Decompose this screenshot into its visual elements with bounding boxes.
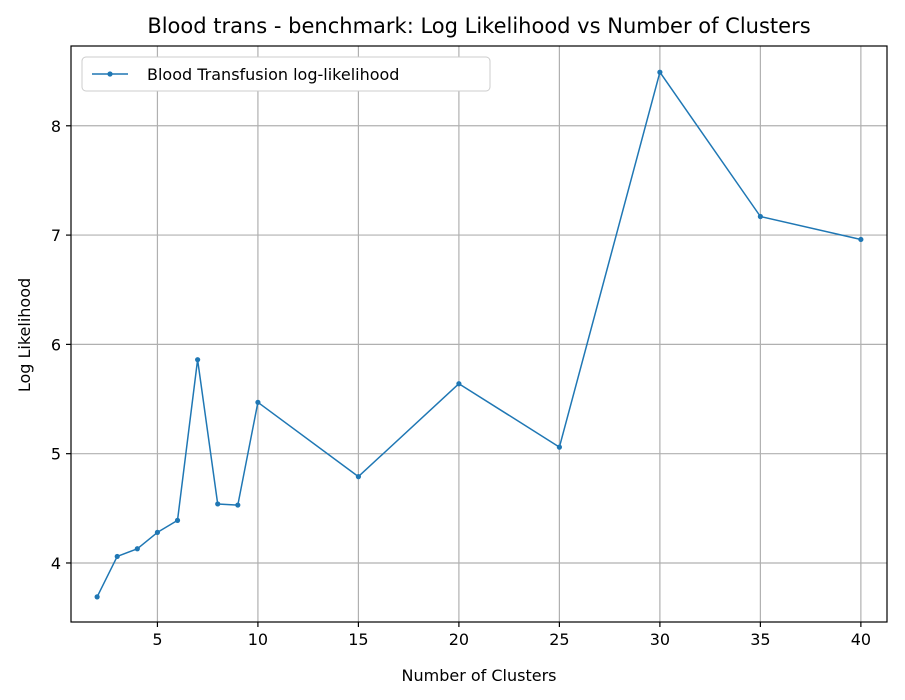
x-tick-label: 30 [650, 630, 670, 649]
x-tick-label: 20 [449, 630, 469, 649]
data-point [456, 381, 462, 387]
chart-title: Blood trans - benchmark: Log Likelihood … [147, 14, 810, 38]
x-tick-label: 15 [348, 630, 368, 649]
data-point [195, 357, 201, 363]
data-point [355, 474, 362, 480]
data-point [215, 501, 221, 507]
y-tick-label: 7 [51, 226, 61, 245]
x-tick-label: 5 [152, 630, 162, 649]
data-point [657, 69, 663, 75]
legend-label: Blood Transfusion log-likelihood [147, 65, 399, 84]
data-point [255, 399, 261, 405]
plot-area-frame [70, 45, 888, 623]
legend-box [81, 56, 491, 92]
data-point [154, 529, 161, 535]
y-tick-label: 6 [51, 335, 61, 354]
grid-lines [71, 46, 887, 622]
x-tick-label: 25 [549, 630, 569, 649]
data-point [94, 594, 100, 600]
data-point [858, 236, 864, 243]
data-point [134, 546, 140, 552]
x-tick-label: 10 [248, 630, 268, 649]
data-point [114, 553, 120, 560]
y-tick-label: 5 [51, 445, 61, 464]
legend: Blood Transfusion log-likelihood [81, 56, 491, 92]
x-tick-label: 40 [851, 630, 871, 649]
x-axis-label: Number of Clusters [402, 666, 557, 685]
x-tick-label: 35 [750, 630, 770, 649]
data-point [174, 517, 181, 523]
y-tick-label: 8 [51, 117, 61, 136]
data-point [556, 444, 562, 450]
series-layer [94, 69, 864, 600]
legend-marker-sample [107, 71, 113, 77]
data-point [757, 213, 763, 220]
y-axis-label: Log Likelihood [15, 278, 34, 392]
y-tick-label: 4 [51, 554, 61, 573]
data-point [235, 502, 241, 508]
series-line [96, 71, 862, 598]
